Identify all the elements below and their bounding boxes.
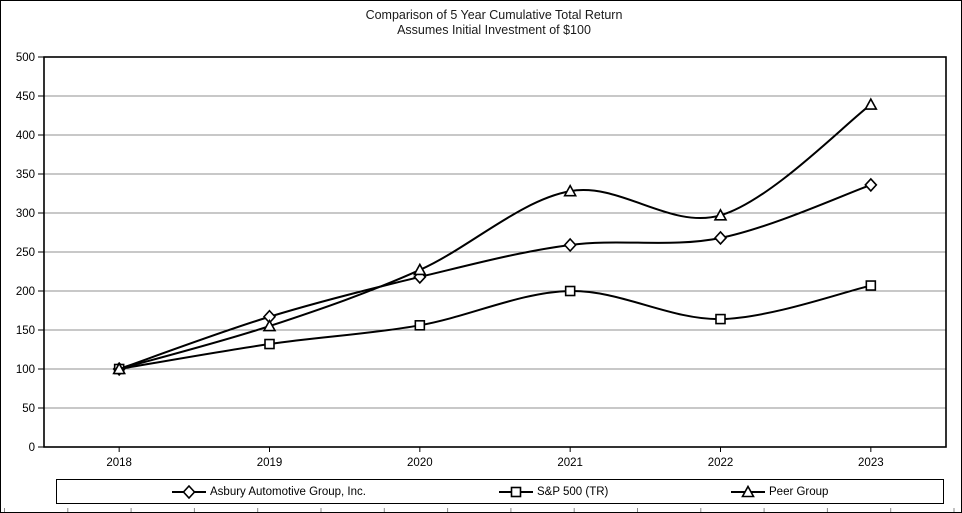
svg-text:2023: 2023 <box>858 457 884 469</box>
svg-text:100: 100 <box>16 364 35 376</box>
svg-text:2019: 2019 <box>257 457 283 469</box>
svg-text:450: 450 <box>16 91 35 103</box>
svg-text:350: 350 <box>16 169 35 181</box>
svg-text:2020: 2020 <box>407 457 433 469</box>
svg-text:500: 500 <box>16 52 35 64</box>
svg-text:2018: 2018 <box>106 457 132 469</box>
svg-text:300: 300 <box>16 208 35 220</box>
svg-text:2021: 2021 <box>557 457 583 469</box>
diamond-marker-icon <box>172 484 206 499</box>
legend-item-peer: Peer Group <box>731 484 829 499</box>
triangle-marker-icon <box>731 484 765 499</box>
svg-text:150: 150 <box>16 325 35 337</box>
chart-title: Comparison of 5 Year Cumulative Total Re… <box>365 8 623 22</box>
legend-label-asbury: Asbury Automotive Group, Inc. <box>210 485 366 498</box>
square-marker-icon <box>499 485 533 499</box>
legend: Asbury Automotive Group, Inc. S&P 500 (T… <box>56 479 944 504</box>
chart-subtitle: Assumes Initial Investment of $100 <box>397 23 591 37</box>
chart-title-block: Comparison of 5 Year Cumulative Total Re… <box>27 8 961 38</box>
legend-label-sp500: S&P 500 (TR) <box>537 485 609 498</box>
legend-item-asbury: Asbury Automotive Group, Inc. <box>172 484 366 499</box>
legend-item-sp500: S&P 500 (TR) <box>499 485 608 499</box>
legend-label-peer: Peer Group <box>769 485 829 498</box>
svg-text:250: 250 <box>16 247 35 259</box>
svg-text:50: 50 <box>22 403 35 415</box>
svg-text:2022: 2022 <box>708 457 734 469</box>
bottom-ruler-ticks <box>4 508 955 512</box>
svg-text:400: 400 <box>16 130 35 142</box>
svg-text:0: 0 <box>29 442 35 454</box>
svg-text:200: 200 <box>16 286 35 298</box>
